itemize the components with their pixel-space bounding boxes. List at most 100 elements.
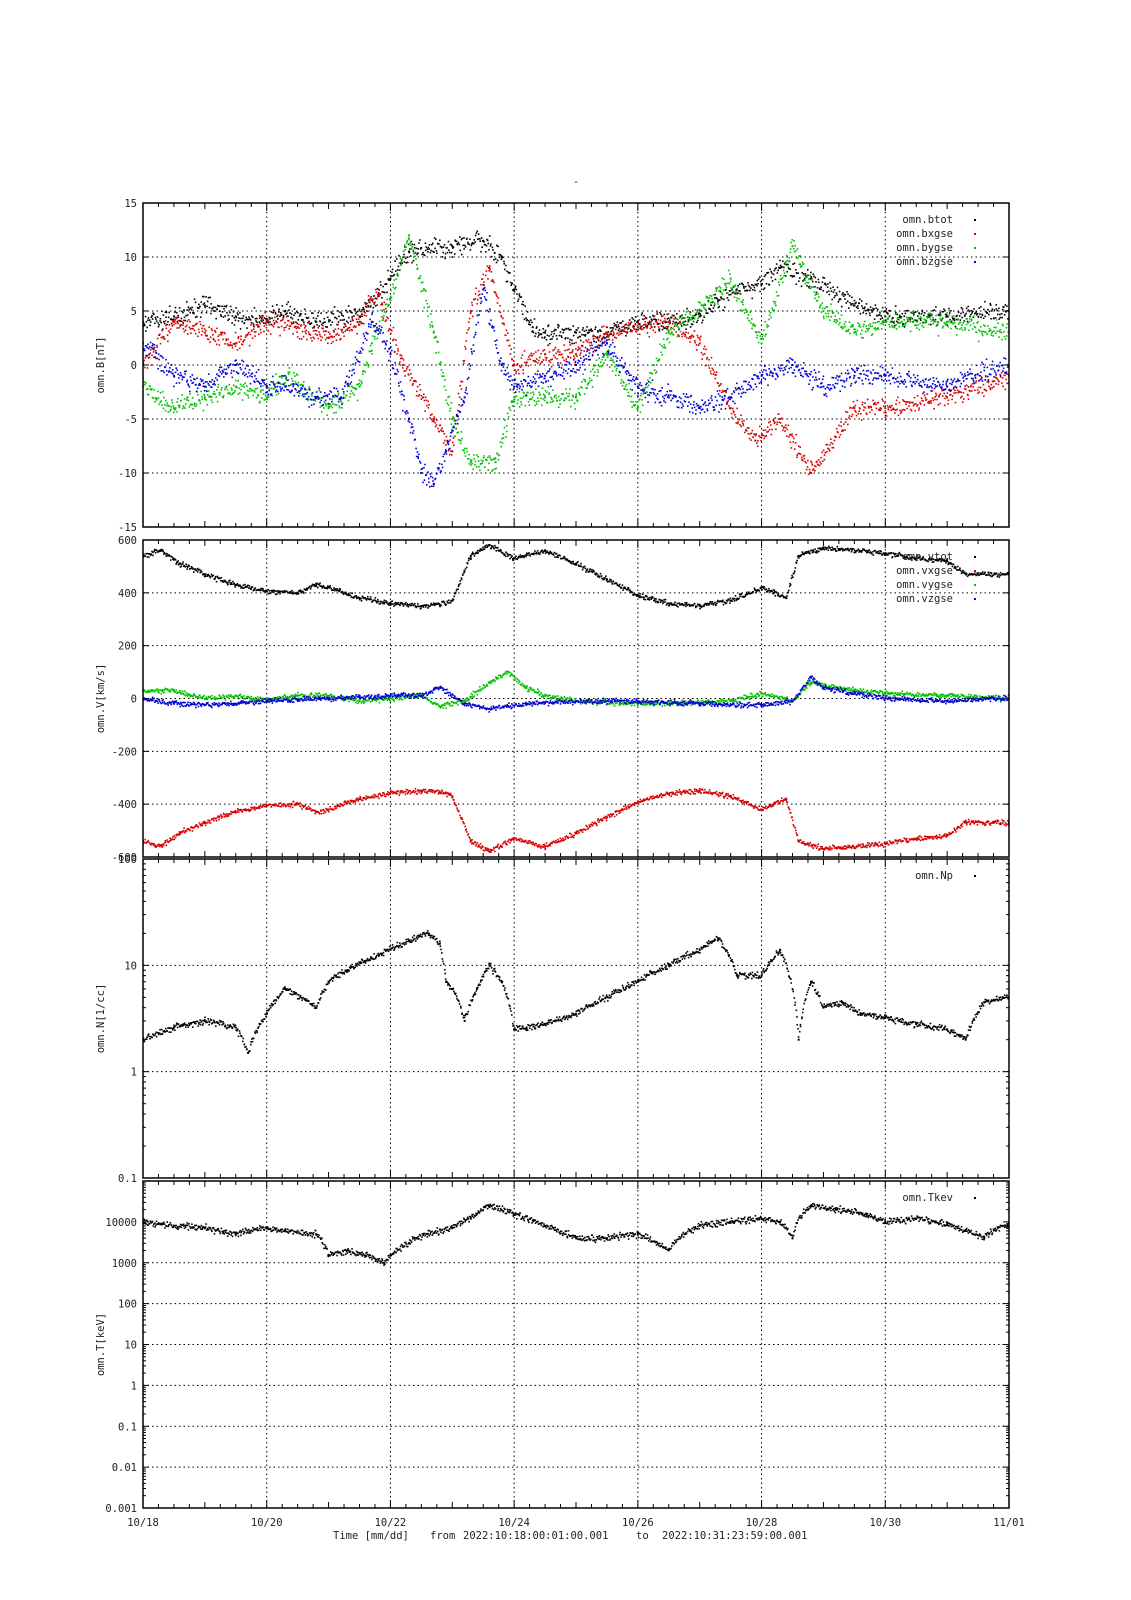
data-dot: [541, 375, 543, 378]
data-dot: [687, 316, 690, 319]
data-dot: [811, 280, 814, 283]
data-dot: [764, 320, 766, 323]
data-dot: [810, 271, 812, 274]
data-dot: [420, 290, 422, 293]
data-dot: [250, 323, 252, 326]
data-dot: [394, 350, 396, 353]
data-dot: [496, 453, 499, 456]
data-dot: [965, 323, 968, 326]
data-dot: [249, 319, 252, 321]
data-dot: [524, 394, 527, 396]
data-dot: [623, 330, 626, 333]
data-dot: [401, 393, 404, 396]
data-dot: [982, 317, 985, 320]
data-dot: [310, 322, 313, 324]
data-dot: [443, 453, 445, 456]
data-dot: [567, 327, 570, 330]
data-dot: [234, 389, 236, 392]
data-dot: [237, 336, 240, 338]
data-dot: [847, 423, 849, 426]
data-dot: [466, 450, 469, 453]
data-dot: [506, 366, 509, 369]
data-dot: [558, 399, 561, 402]
data-dot: [466, 237, 468, 240]
data-dot: [540, 397, 542, 400]
data-dot: [762, 338, 765, 340]
data-dot: [330, 391, 333, 393]
data-dot: [884, 402, 886, 404]
data-dot: [443, 244, 446, 246]
data-dot: [640, 384, 643, 387]
data-dot: [633, 328, 636, 331]
data-dot: [467, 241, 469, 244]
data-dot: [149, 388, 152, 390]
data-dot: [266, 318, 268, 321]
data-dot: [735, 422, 738, 424]
data-dot: [205, 296, 207, 298]
data-dot: [578, 335, 581, 338]
data-dot: [934, 320, 937, 323]
data-dot: [224, 332, 226, 335]
data-dot: [630, 374, 632, 377]
data-dot: [844, 320, 847, 323]
data-dot: [612, 327, 615, 329]
data-dot: [632, 326, 634, 328]
data-dot: [524, 305, 527, 307]
data-dot: [360, 352, 362, 354]
data-dot: [412, 382, 414, 385]
data-dot: [320, 323, 323, 326]
data-dot: [797, 452, 800, 455]
data-dot: [301, 319, 304, 322]
data-dot: [875, 307, 877, 310]
data-dot: [1001, 382, 1003, 384]
data-dot: [155, 318, 157, 321]
data-dot: [359, 350, 362, 352]
data-dot: [285, 377, 287, 379]
data-dot: [185, 324, 188, 327]
data-dot: [452, 246, 455, 248]
data-dot: [726, 297, 729, 299]
data-dot: [476, 302, 479, 305]
data-dot: [276, 315, 278, 318]
data-dot: [362, 342, 365, 344]
data-dot: [506, 270, 508, 273]
data-dot: [246, 389, 249, 392]
data-dot: [553, 330, 555, 332]
data-dot: [568, 399, 571, 402]
data-dot: [162, 314, 165, 316]
data-dot: [639, 411, 642, 414]
data-dot: [519, 366, 522, 369]
data-dot: [535, 332, 537, 335]
data-dot: [960, 396, 962, 399]
data-dot: [283, 384, 286, 386]
data-dot: [351, 386, 354, 389]
data-dot: [177, 316, 180, 318]
data-dot: [696, 319, 699, 322]
data-dot: [666, 396, 669, 398]
data-point: [234, 385, 237, 388]
data-dot: [1006, 305, 1008, 307]
data-dot: [240, 317, 242, 320]
data-dot: [872, 399, 874, 402]
data-dot: [345, 309, 347, 312]
data-dot: [557, 349, 560, 351]
data-dot: [206, 390, 208, 393]
data-dot: [278, 308, 280, 311]
data-dot: [882, 321, 885, 323]
data-dot: [804, 282, 807, 285]
data-dot: [442, 246, 445, 248]
data-dot: [423, 288, 425, 290]
data-dot: [538, 359, 540, 362]
data-dot: [952, 318, 955, 321]
data-dot: [918, 328, 921, 331]
data-dot: [638, 319, 641, 321]
data-dot: [548, 360, 550, 362]
data-dot: [899, 314, 901, 317]
data-point: [513, 385, 516, 388]
data-dot: [475, 323, 478, 326]
data-dot: [433, 419, 435, 422]
data-dot: [405, 242, 408, 244]
data-dot: [833, 319, 836, 321]
data-dot: [542, 393, 545, 396]
data-dot: [512, 360, 515, 362]
